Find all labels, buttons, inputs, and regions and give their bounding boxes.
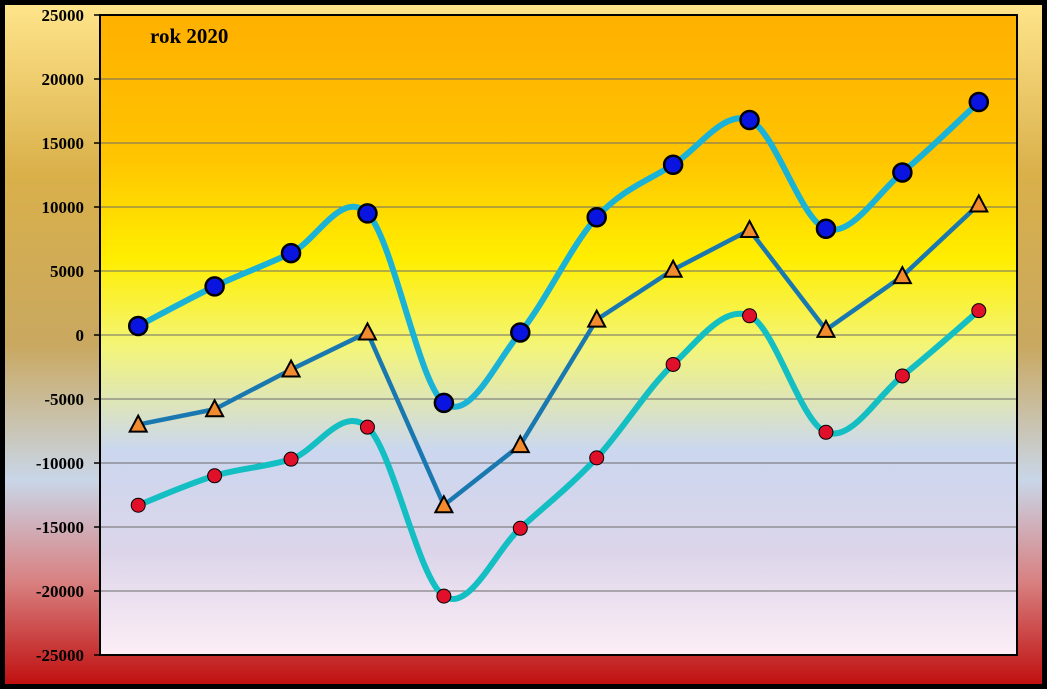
series-3-point	[130, 497, 146, 513]
y-tick-label: -10000	[36, 454, 84, 473]
series-1-point	[968, 91, 990, 113]
series-group	[127, 91, 990, 604]
series-1-point	[357, 203, 378, 224]
series-2-point	[662, 258, 684, 278]
y-tick-label: 15000	[42, 134, 85, 153]
series-3-point	[359, 419, 375, 435]
series-2-point	[892, 264, 913, 285]
series-3-point	[742, 308, 758, 324]
series-2-point	[280, 358, 302, 378]
series-1-point	[662, 154, 684, 176]
series-2-point	[357, 321, 378, 341]
y-tick-label: -25000	[36, 646, 84, 665]
series-1-point	[739, 109, 760, 131]
series-3-point	[971, 303, 987, 319]
series-2-point	[739, 218, 760, 239]
series-1-point	[510, 322, 531, 343]
y-tick-label: -15000	[36, 518, 84, 537]
series-1-point	[892, 162, 913, 183]
series-1-point	[204, 276, 225, 297]
y-tick-label: 10000	[42, 198, 85, 217]
series-2-point	[968, 193, 989, 213]
series-3-point	[665, 356, 681, 372]
y-tick-label: -20000	[36, 582, 84, 601]
series-1-point	[815, 218, 837, 240]
series-1-point	[127, 315, 149, 337]
series-2-point	[510, 433, 531, 454]
chart-title: rok 2020	[150, 24, 228, 48]
series-2-point	[586, 308, 607, 328]
series-3-point	[589, 450, 605, 466]
series-2-point	[433, 494, 455, 514]
series-2-point	[815, 318, 837, 338]
plot-border	[99, 14, 1018, 656]
series-2-point	[128, 413, 149, 433]
y-tick-label: 25000	[42, 6, 85, 25]
series-2-point	[204, 398, 225, 418]
y-tick-label: 5000	[50, 262, 84, 281]
series-3-point	[894, 368, 910, 384]
series-1-point	[433, 392, 455, 414]
series-3-point	[818, 424, 834, 440]
y-tick-label: -5000	[44, 390, 84, 409]
series-1-point	[280, 242, 302, 264]
series-3-point	[436, 588, 452, 604]
series-3-point	[512, 520, 528, 536]
series-line-2	[137, 202, 981, 508]
series-1-point	[586, 206, 607, 228]
y-tick-label: 0	[76, 326, 85, 345]
series-3-point	[283, 451, 299, 467]
y-tick-label: 20000	[42, 70, 85, 89]
series-3-point	[207, 468, 223, 484]
